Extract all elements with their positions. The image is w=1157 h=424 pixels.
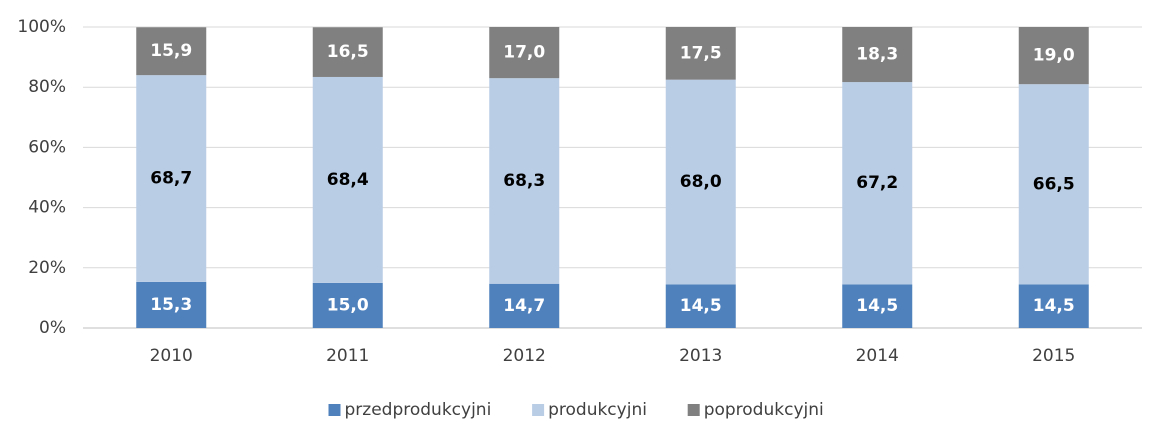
bar-segment — [136, 75, 207, 282]
y-tick-label: 60% — [28, 137, 66, 157]
data-label: 67,2 — [856, 173, 898, 193]
x-tick-label: 2012 — [503, 346, 546, 366]
bar-segment — [1018, 27, 1089, 85]
bar-segment — [312, 27, 383, 77]
bar-segment — [1018, 284, 1089, 328]
data-label: 14,5 — [1033, 296, 1075, 316]
bar-segment — [489, 283, 560, 328]
data-label: 17,0 — [503, 43, 545, 63]
x-tick-label: 2014 — [856, 346, 899, 366]
bar-segment — [665, 284, 736, 328]
bar-segment — [312, 76, 383, 283]
data-label: 68,7 — [150, 169, 192, 189]
legend-label: przedprodukcyjni — [345, 400, 492, 420]
data-label: 14,5 — [680, 296, 722, 316]
data-label: 15,3 — [150, 295, 192, 315]
data-label: 68,3 — [503, 171, 545, 191]
legend-swatch — [687, 404, 700, 416]
data-label: 15,0 — [327, 295, 369, 315]
data-label: 17,5 — [680, 43, 722, 63]
bar-segment — [136, 27, 207, 76]
x-tick-label: 2011 — [326, 346, 369, 366]
bar-segment — [842, 284, 913, 328]
bar-segment — [1018, 84, 1089, 285]
legend-swatch — [328, 404, 341, 416]
bar-segment — [489, 27, 560, 79]
data-label: 68,0 — [680, 172, 722, 192]
bar-segment — [665, 27, 736, 80]
legend-label: produkcyjni — [548, 400, 647, 420]
data-label: 16,5 — [327, 42, 369, 62]
y-tick-label: 80% — [28, 77, 66, 97]
legend-label: poprodukcyjni — [704, 400, 824, 420]
y-tick-label: 100% — [17, 17, 66, 37]
data-label: 14,5 — [856, 296, 898, 316]
data-label: 18,3 — [856, 45, 898, 65]
bar-segment — [665, 79, 736, 285]
data-label: 68,4 — [327, 170, 369, 190]
y-tick-label: 40% — [28, 198, 66, 218]
bar-segment — [842, 82, 913, 285]
y-tick-label: 0% — [39, 318, 66, 338]
bar-segment — [136, 281, 207, 328]
data-label: 66,5 — [1033, 174, 1075, 194]
legend-swatch — [532, 404, 545, 416]
bar-segment — [489, 78, 560, 284]
bar-segment — [312, 282, 383, 328]
data-label: 15,9 — [150, 41, 192, 61]
x-tick-label: 2015 — [1032, 346, 1075, 366]
data-label: 14,7 — [503, 296, 545, 316]
data-label: 19,0 — [1033, 46, 1075, 66]
bar-segment — [842, 27, 913, 83]
x-tick-label: 2010 — [150, 346, 193, 366]
x-tick-label: 2013 — [679, 346, 722, 366]
y-tick-label: 20% — [28, 258, 66, 278]
